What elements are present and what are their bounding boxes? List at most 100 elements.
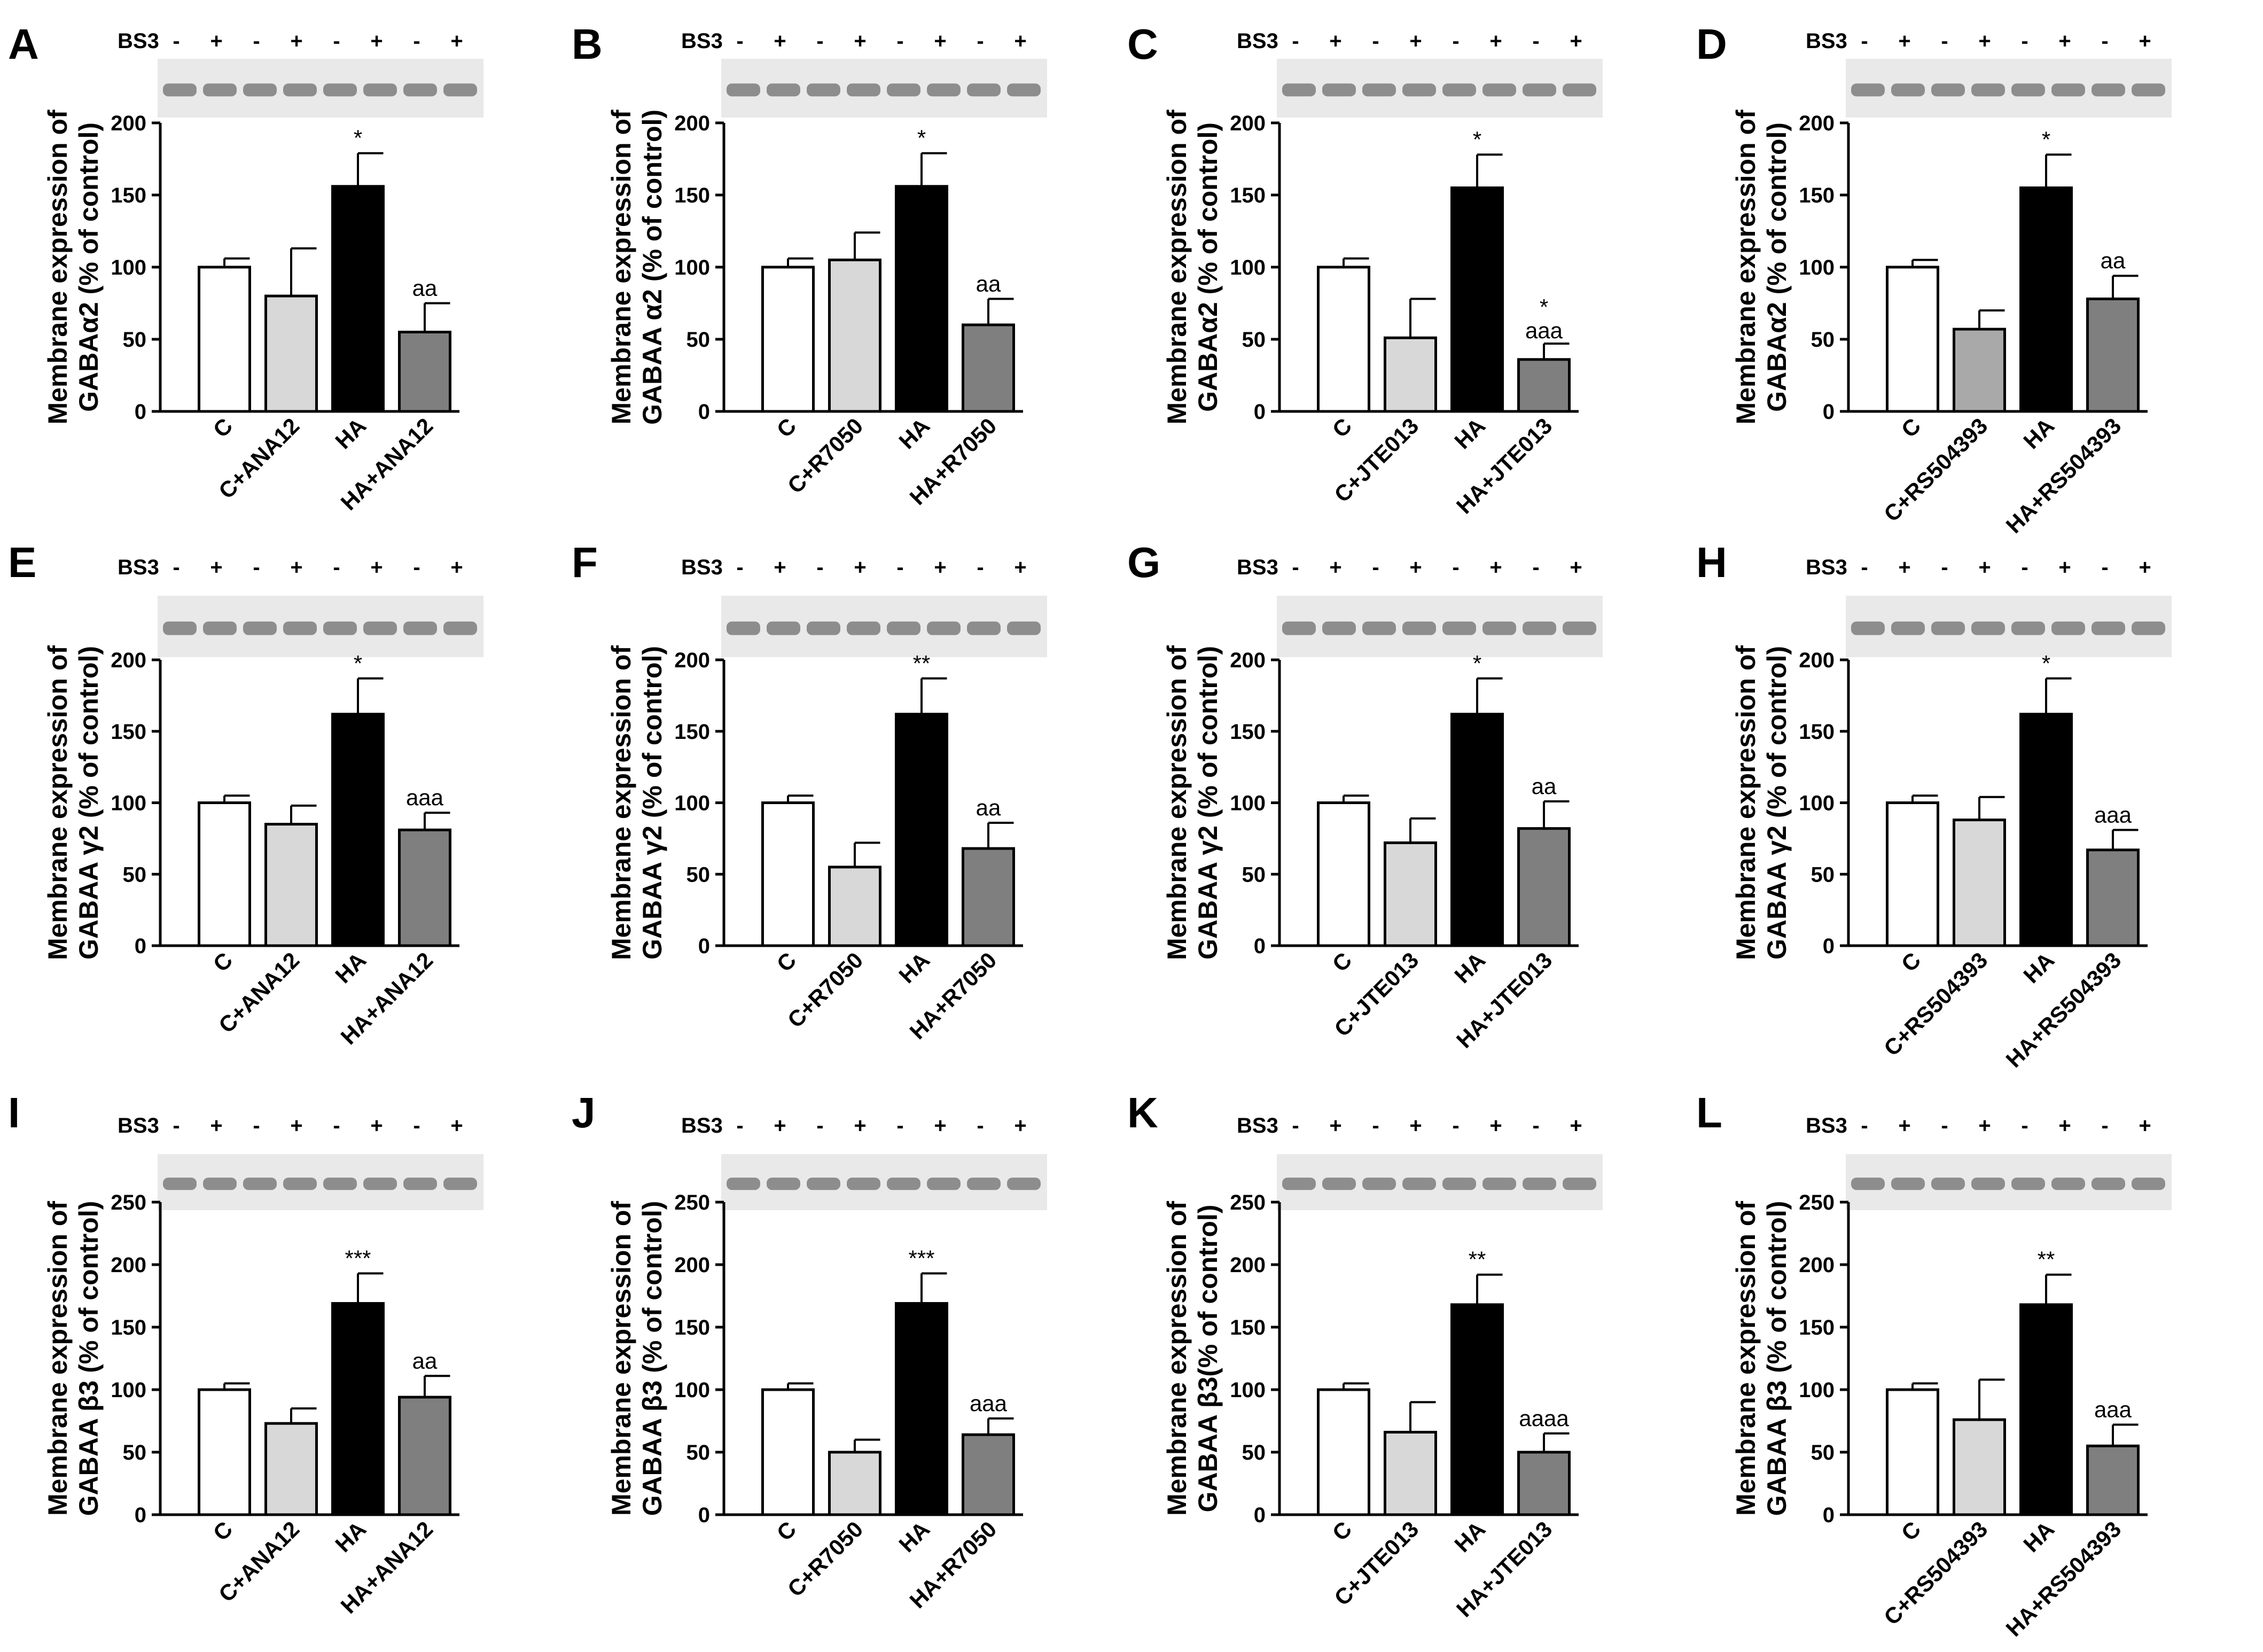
category-label: HA <box>1449 1516 1490 1557</box>
blot-band <box>1402 83 1436 97</box>
y-axis-label-line2: GABAA β3 (% of control) <box>74 1201 104 1516</box>
bs3-sign: - <box>816 556 823 579</box>
bs3-sign: + <box>1409 1114 1422 1137</box>
bar-1 <box>198 801 251 947</box>
blot-band <box>967 621 1001 635</box>
blot-band <box>1007 83 1041 97</box>
significance-line: aaa <box>1525 318 1563 343</box>
bs3-sign: + <box>1570 556 1582 579</box>
western-blot-image <box>1846 596 2172 657</box>
significance-label: aaaa <box>1519 1406 1569 1431</box>
blot-band <box>1563 83 1596 97</box>
bar-3 <box>1450 186 1504 413</box>
bs3-sign: + <box>1329 29 1341 53</box>
category-label: HA+RS504393 <box>2001 947 2126 1072</box>
y-axis-label-line2: GABAA γ2 (% of control) <box>1193 646 1223 960</box>
bar-4 <box>398 331 451 413</box>
y-tick-label: 0 <box>135 934 146 958</box>
bs3-sign: + <box>1329 1114 1341 1137</box>
y-axis-label-line2: GABAA β3 (% of control) <box>637 1201 667 1516</box>
bs3-sign: + <box>450 556 463 579</box>
blot-band <box>1362 621 1396 635</box>
bs3-sign: + <box>854 29 866 53</box>
category-label: HA+RS504393 <box>2001 413 2126 538</box>
bs3-sign: - <box>1861 556 1868 579</box>
category-label: C <box>1897 947 1926 977</box>
significance-label: ** <box>913 651 931 676</box>
y-tick-label: 50 <box>123 1441 147 1464</box>
bar-1 <box>761 1388 815 1516</box>
y-tick-label: 100 <box>111 1378 146 1402</box>
bs3-sign: + <box>290 29 302 53</box>
bs3-label: BS3 <box>118 556 159 579</box>
y-axis-label-line2: GABAα2 (% of control) <box>1193 122 1223 412</box>
y-tick-label: 100 <box>1230 1378 1266 1402</box>
blot-band <box>2011 621 2045 635</box>
significance-label: * <box>2042 651 2050 676</box>
bs3-sign: + <box>774 556 786 579</box>
bs3-sign: - <box>1292 556 1299 579</box>
bs3-sign: + <box>1898 556 1910 579</box>
blot-band <box>1282 1178 1316 1190</box>
y-tick-label: 50 <box>686 328 711 352</box>
bs3-label: BS3 <box>681 1114 723 1137</box>
blot-band <box>1523 83 1556 97</box>
y-tick-label: 0 <box>1254 1503 1266 1527</box>
bs3-sign: + <box>450 1114 463 1137</box>
bar-3 <box>331 1302 385 1516</box>
bar-4 <box>962 323 1015 413</box>
blot-band <box>2092 83 2125 97</box>
blot-band <box>1523 1178 1556 1190</box>
bar-2 <box>828 259 881 413</box>
y-axis-label-line1: Membrane expression of <box>1731 110 1761 424</box>
western-blot-image <box>721 59 1047 118</box>
panel-letter: A <box>8 20 39 68</box>
significance-label: * <box>2042 127 2050 152</box>
bs3-sign: + <box>1409 556 1422 579</box>
bar-1 <box>198 1388 251 1516</box>
blot-band <box>2051 83 2085 97</box>
blot-band <box>967 1178 1001 1190</box>
y-tick-label: 200 <box>674 649 710 672</box>
blot-band <box>1851 621 1885 635</box>
y-tick-label: 200 <box>1799 649 1835 672</box>
blot-band <box>203 1178 237 1190</box>
y-tick-label: 100 <box>111 256 146 279</box>
panel-letter: B <box>572 20 603 68</box>
category-label: C <box>1328 413 1357 442</box>
y-tick-label: 0 <box>698 934 710 958</box>
blot-band <box>927 1178 961 1190</box>
bs3-label: BS3 <box>1237 556 1278 579</box>
y-tick-label: 100 <box>1799 792 1835 815</box>
bs3-sign: + <box>1014 29 1026 53</box>
bs3-sign: - <box>1372 29 1379 53</box>
bar-4 <box>1517 358 1571 413</box>
bar-1 <box>761 266 815 413</box>
bar-3 <box>331 713 385 947</box>
blot-band <box>1322 1178 1356 1190</box>
y-axis-label-line2: GABAα2 (% of control) <box>1762 122 1792 412</box>
bar-1 <box>1886 801 1939 947</box>
blot-band <box>2132 83 2165 97</box>
bs3-label: BS3 <box>1237 29 1278 53</box>
blot-band <box>1402 1178 1436 1190</box>
bs3-label: BS3 <box>118 29 159 53</box>
blot-band <box>163 1178 197 1190</box>
bar-3 <box>331 185 385 413</box>
western-blot-image <box>158 59 483 118</box>
blot-band <box>2092 621 2125 635</box>
bs3-sign: + <box>934 556 946 579</box>
blot-band <box>1523 621 1556 635</box>
blot-band <box>2132 621 2165 635</box>
y-tick-label: 0 <box>135 1503 146 1527</box>
blot-band <box>323 1178 357 1190</box>
bs3-sign: + <box>2058 556 2071 579</box>
bar-3 <box>1450 1303 1504 1516</box>
significance-label: * <box>1473 127 1481 152</box>
blot-band <box>807 1178 840 1190</box>
bar-1 <box>1886 1388 1939 1516</box>
panel-letter: J <box>572 1089 596 1136</box>
category-label: C <box>1897 413 1926 442</box>
